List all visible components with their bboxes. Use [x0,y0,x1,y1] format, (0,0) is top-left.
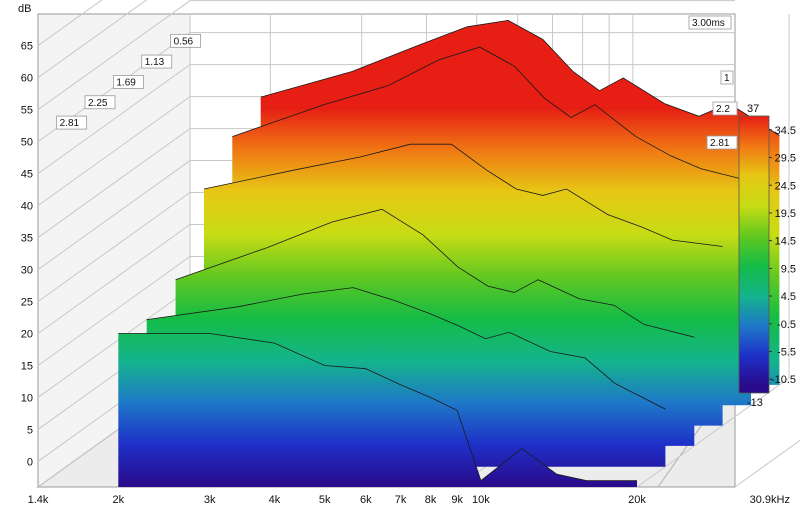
y-tick-label: 60 [21,73,33,85]
x-grid-line [734,439,800,488]
y-axis-unit: dB [18,3,31,15]
waterfall-surfaces [118,19,780,487]
colorbar-tick-label: 14.5 [775,236,796,248]
x-tick-label: 5k [319,494,331,506]
time-label: 2.25 [84,95,116,110]
y-tick-label: 45 [21,169,33,181]
x-tick-label: 10k [472,494,490,506]
x-tick-label: 3k [204,494,216,506]
time-label-text: 1 [724,73,730,84]
time-label: 2.81 [56,115,88,130]
y-tick-label: 15 [21,360,33,372]
x-tick-label: 30.9kHz [750,494,790,506]
time-label-text: 2.81 [60,118,80,129]
time-label: 1 [720,70,734,85]
colorbar-strip [738,115,770,394]
time-label: 0.56 [170,33,202,48]
x-tick-label: 20k [628,494,646,506]
time-label-text: 1.13 [145,57,165,68]
y-tick-label: 10 [21,392,33,404]
slice-line [146,287,666,410]
y-tick-label: 40 [21,201,33,213]
x-tick-label: 4k [269,494,281,506]
y-tick-label: 20 [21,329,33,341]
x-tick-label: 8k [425,494,437,506]
slice-line [118,333,637,482]
time-label-text: 2.25 [88,98,108,109]
colorbar-tick-label: 9.5 [781,263,796,275]
x-tick-label: 7k [395,494,407,506]
x-tick-label: 9k [451,494,463,506]
y-tick-label: 50 [21,137,33,149]
time-label-text: 3.00ms [692,18,725,29]
color-scale-legend: 37 -13 34.5 29.5 24.5 19.5 14.5 9.5 4.5 -0.5 -5.5 -… [738,103,796,409]
y-grid-line [37,0,735,111]
colorbar-tick-label: 34.5 [775,125,796,137]
y-grid-line [37,0,148,79]
x-tick-label: 2k [113,494,125,506]
time-label: 2.81 [706,135,738,150]
slice-line [175,208,695,338]
y-tick-label: 25 [21,297,33,309]
x-tick-label: 6k [360,494,372,506]
time-label: 2.2 [712,101,738,116]
colorbar-tick-label: -10.5 [771,374,796,386]
y-grid-line [37,0,103,47]
time-axis-labels: 0.56 1.13 1.69 2.25 2.81 3.00ms 1 2.2 2.81 [56,15,738,150]
slice-surface [118,333,638,487]
time-label-text: 0.56 [174,36,194,47]
colorbar-tick-label: 24.5 [775,180,796,192]
colorbar-tick-label: -0.5 [777,319,796,331]
y-tick-label: 65 [21,41,33,53]
colorbar-min-label: -13 [747,397,763,409]
colorbar-tick-label: 19.5 [775,208,796,220]
colorbar-tick-label: -5.5 [777,346,796,358]
slice-line [203,143,723,247]
slice-line [260,19,780,136]
y-tick-label: 30 [21,265,33,277]
y-tick-label: 55 [21,105,33,117]
time-label-text: 2.81 [710,138,730,149]
slice-line [232,46,752,182]
y-tick-label: 35 [21,233,33,245]
colorbar-max-label: 37 [747,103,759,115]
time-label-text: 1.69 [116,77,136,88]
x-grid-line [636,14,790,488]
colorbar-tick-label: 4.5 [781,291,796,303]
time-label: 1.13 [141,54,173,69]
y-tick-label: 0 [27,456,33,468]
x-tick-label: 1.4k [28,494,49,506]
y-tick-label: 5 [27,424,33,436]
time-label: 1.69 [112,75,144,89]
colorbar-tick-label: 29.5 [775,153,796,165]
time-label: 3.00ms [688,15,732,30]
axis-ticks: 0 5 10 15 20 25 30 35 40 45 50 55 60 65 1.4k 2k 3k 4k 5k 6k… [21,41,790,506]
time-label-text: 2.2 [716,104,730,115]
